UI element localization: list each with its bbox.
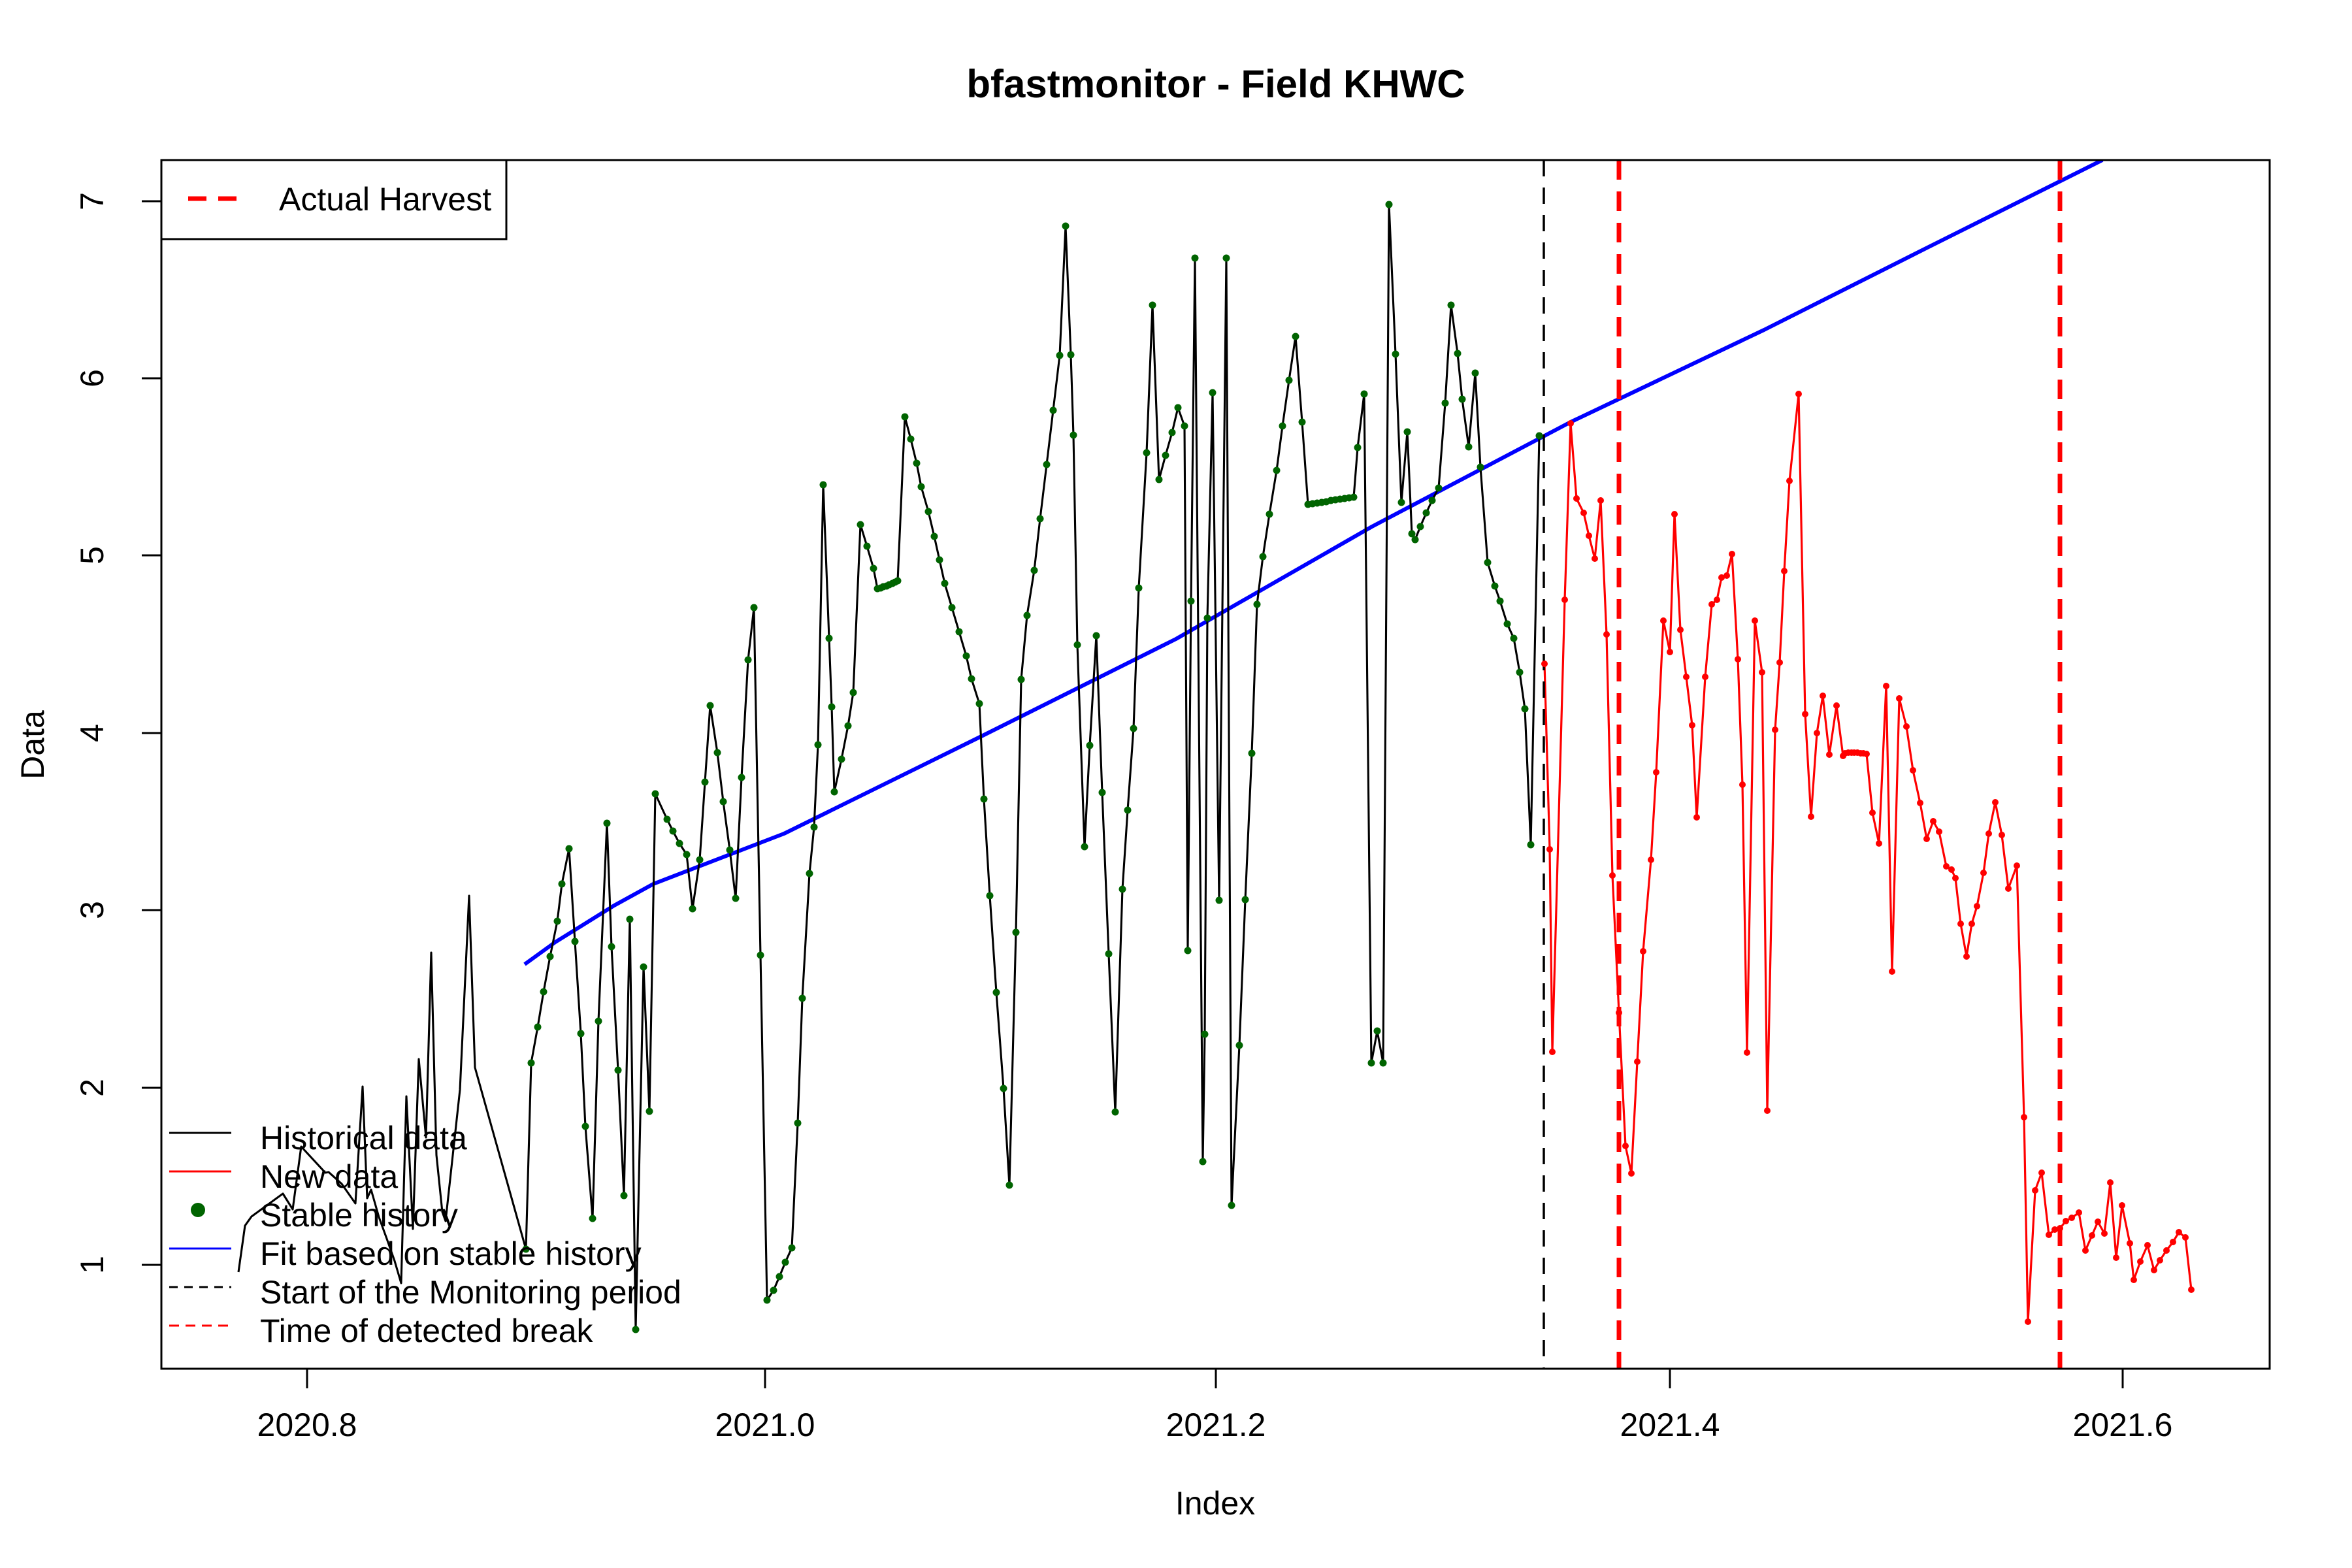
svg-text:2021.6: 2021.6	[2073, 1407, 2173, 1443]
svg-text:6: 6	[74, 369, 110, 387]
svg-text:2021.2: 2021.2	[1166, 1407, 1266, 1443]
svg-text:2021.4: 2021.4	[1620, 1407, 1720, 1443]
svg-text:Historical data: Historical data	[260, 1120, 467, 1156]
svg-text:2: 2	[74, 1079, 110, 1097]
svg-text:Time of detected break: Time of detected break	[260, 1313, 594, 1349]
svg-text:Index: Index	[1175, 1485, 1255, 1522]
svg-text:Start of the Monitoring period: Start of the Monitoring period	[260, 1274, 681, 1311]
svg-text:4: 4	[74, 724, 110, 742]
svg-text:3: 3	[74, 901, 110, 919]
svg-text:Actual Harvest: Actual Harvest	[279, 181, 491, 218]
svg-text:Data: Data	[14, 710, 51, 779]
svg-text:5: 5	[74, 546, 110, 564]
svg-text:2020.8: 2020.8	[257, 1407, 357, 1443]
svg-text:2021.0: 2021.0	[715, 1407, 815, 1443]
svg-text:bfastmonitor - Field KHWC: bfastmonitor - Field KHWC	[966, 62, 1465, 106]
svg-text:Fit based on stable history: Fit based on stable history	[260, 1235, 642, 1272]
svg-text:Stable history: Stable history	[260, 1197, 458, 1233]
svg-text:7: 7	[74, 192, 110, 210]
svg-text:New data: New data	[260, 1158, 398, 1195]
svg-text:1: 1	[74, 1256, 110, 1274]
